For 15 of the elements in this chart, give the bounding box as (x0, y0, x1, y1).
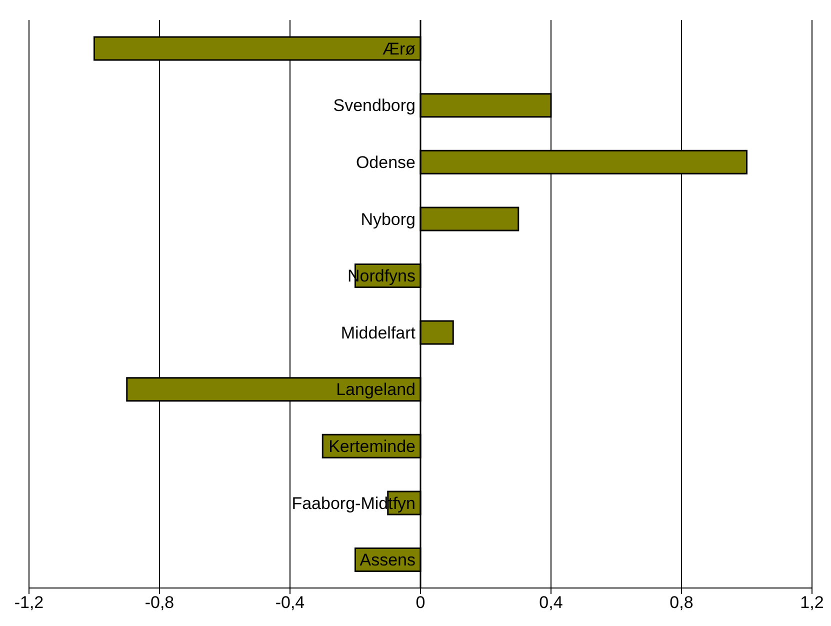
y-tick-label: Assens (360, 550, 416, 570)
x-tick-label: -0,8 (144, 593, 174, 612)
x-tick-label: 0 (416, 593, 426, 612)
y-tick-label: Nyborg (360, 210, 416, 229)
y-tick-label: Kerteminde (328, 437, 416, 456)
y-tick-label: Ærø (382, 39, 416, 58)
y-tick-label: Svendborg (333, 96, 416, 116)
x-tick-label: 1,2 (800, 593, 824, 612)
x-tick-label: -1,2 (14, 593, 44, 612)
y-tick-label: Langeland (336, 380, 416, 400)
y-tick-label: Middelfart (340, 323, 416, 342)
x-tick-label: 0,4 (539, 593, 563, 612)
x-tick-label: -0,4 (275, 593, 305, 612)
y-tick-label: Odense (356, 153, 416, 172)
x-tick-label: 0,8 (670, 593, 694, 612)
